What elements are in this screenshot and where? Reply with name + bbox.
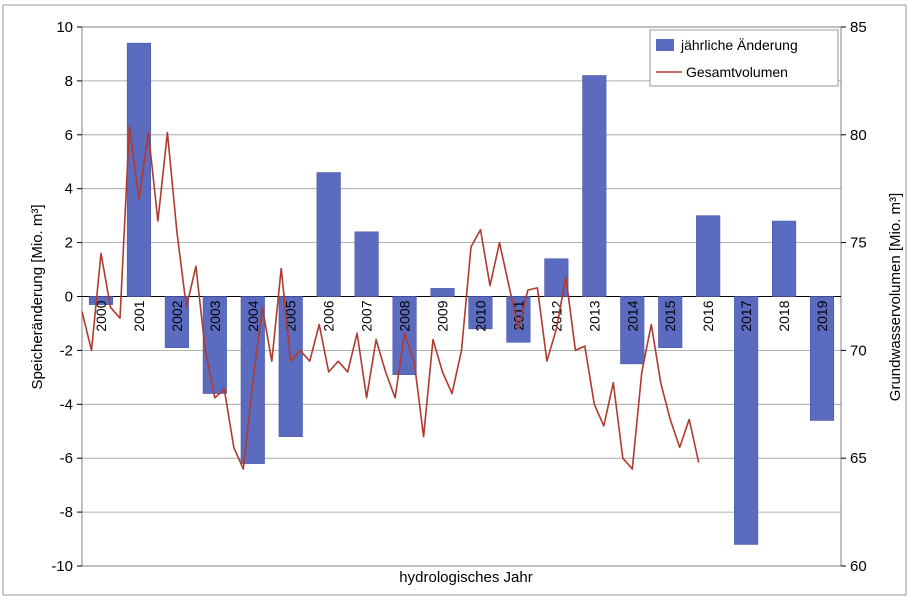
category-label-2004: 2004	[245, 300, 261, 331]
bar-2006	[316, 172, 341, 297]
legend-label-line: Gesamtvolumen	[686, 64, 788, 80]
category-labels: 2000 2001 2002 2003 2004 2005 2006 2007 2008 2009…	[93, 300, 830, 331]
category-label-2016: 2016	[700, 300, 716, 331]
category-label-2000: 2000	[93, 300, 109, 331]
right-tick-label: 65	[850, 450, 867, 467]
category-label-2019: 2019	[814, 300, 830, 331]
bar-2016	[696, 215, 721, 297]
category-label-2015: 2015	[662, 300, 678, 331]
line-series-gesamtvolumen	[81, 125, 700, 470]
left-tick-label: -2	[60, 342, 73, 359]
legend: jährliche Änderung Gesamtvolumen	[649, 29, 839, 87]
left-tick-label: -10	[51, 558, 73, 575]
right-tick-label: 70	[850, 342, 867, 359]
bar-2019	[809, 296, 835, 421]
left-tick-label: 2	[65, 235, 73, 252]
right-axis-title: Grundwasservolumen [Mio. m³]	[887, 193, 904, 401]
x-axis-title: hydrologisches Jahr	[399, 569, 532, 586]
category-label-2007: 2007	[359, 300, 375, 331]
bar-2007	[354, 231, 379, 297]
right-tick-label: 85	[850, 19, 867, 36]
category-label-2018: 2018	[776, 300, 792, 331]
left-tick-label: 4	[65, 181, 73, 198]
category-label-2009: 2009	[435, 300, 451, 331]
chart-frame	[2, 4, 907, 596]
category-label-2008: 2008	[397, 300, 413, 331]
bar-2005	[278, 296, 303, 437]
right-tick-label: 75	[850, 235, 867, 252]
category-label-2017: 2017	[738, 300, 754, 331]
category-label-2010: 2010	[472, 300, 488, 331]
category-label-2003: 2003	[207, 300, 223, 331]
category-label-2014: 2014	[624, 300, 640, 331]
left-tick-label: 8	[65, 73, 73, 90]
left-axis-ticks: 10 8 6 4 2 0 -2 -4 -6 -8 -10	[51, 19, 82, 575]
bar-series	[88, 42, 835, 545]
legend-label-bar: jährliche Änderung	[680, 37, 798, 53]
category-label-2001: 2001	[131, 300, 147, 331]
category-label-2002: 2002	[169, 300, 185, 331]
right-tick-label: 60	[850, 558, 867, 575]
left-tick-label: -4	[60, 396, 73, 413]
bar-2010	[468, 296, 493, 330]
bar-2018	[772, 220, 797, 297]
category-label-2006: 2006	[321, 300, 337, 331]
bar-2015	[658, 296, 683, 349]
bar-2009	[430, 288, 455, 297]
legend-box	[649, 29, 839, 87]
bar-2014	[620, 296, 645, 365]
bar-2013	[582, 75, 607, 297]
bar-2012	[544, 258, 569, 297]
bar-2000	[88, 296, 114, 305]
bar-2017	[734, 296, 759, 545]
left-tick-label: 10	[56, 19, 73, 36]
left-tick-label: 6	[65, 127, 73, 144]
left-axis-title: Speicheränderung [Mio. m³]	[29, 204, 46, 389]
left-tick-label: -6	[60, 450, 73, 467]
bar-2002	[164, 296, 189, 349]
right-tick-label: 80	[850, 127, 867, 144]
right-axis-ticks: 85 80 75 70 65 60	[841, 19, 867, 575]
left-tick-label: -8	[60, 504, 73, 521]
left-tick-label: 0	[65, 289, 73, 306]
legend-bar-swatch	[656, 39, 674, 51]
category-label-2013: 2013	[586, 300, 602, 331]
bar-2001	[126, 42, 151, 297]
